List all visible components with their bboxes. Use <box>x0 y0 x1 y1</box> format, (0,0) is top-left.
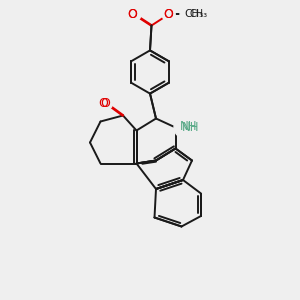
Circle shape <box>100 98 112 110</box>
Text: CH₃: CH₃ <box>189 9 207 20</box>
Text: O: O <box>127 8 137 21</box>
Circle shape <box>174 117 195 138</box>
Text: O: O <box>100 97 110 110</box>
Text: O: O <box>164 8 173 21</box>
Text: NH: NH <box>182 121 199 134</box>
Text: NH: NH <box>180 119 198 133</box>
Circle shape <box>180 5 198 23</box>
Circle shape <box>162 8 175 21</box>
Text: O: O <box>98 97 108 110</box>
Text: CH₃: CH₃ <box>184 9 204 20</box>
Circle shape <box>128 8 141 21</box>
Text: O: O <box>164 8 173 21</box>
Text: O: O <box>127 8 137 21</box>
